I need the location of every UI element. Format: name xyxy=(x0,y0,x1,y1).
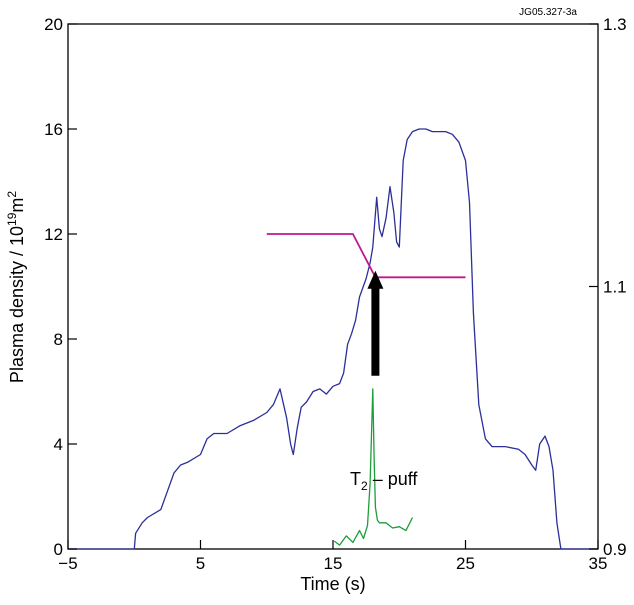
series-layer xyxy=(68,128,598,550)
figure-code: JG05.327-3a xyxy=(519,7,577,18)
y-tick-label: 0 xyxy=(54,540,63,559)
plot-frame xyxy=(67,23,599,550)
right-tick-label: 1.1 xyxy=(603,278,627,297)
arrow-head xyxy=(367,270,384,289)
x-axis-ticks: −5 5 15 25 35 xyxy=(58,540,607,573)
y-axis-title-unit: m xyxy=(7,198,27,213)
annotation-rest: – puff xyxy=(368,469,419,489)
puff-arrow xyxy=(367,270,384,376)
y-tick-label: 8 xyxy=(54,330,63,349)
annotation-subscript: 2 xyxy=(361,479,368,493)
y-axis-title-main: Plasma density / 10 xyxy=(7,226,27,383)
t2-puff-annotation: T2 – puff xyxy=(350,469,418,493)
annotation-main: T xyxy=(350,469,361,489)
series-line-2 xyxy=(266,233,466,279)
y-tick-label: 20 xyxy=(44,15,63,34)
x-tick-label: 35 xyxy=(589,554,608,573)
x-tick-label: 25 xyxy=(456,554,475,573)
x-tick-label: 15 xyxy=(324,554,343,573)
y-tick-label: 12 xyxy=(44,225,63,244)
x-tick-label: −5 xyxy=(58,554,77,573)
series-line-1 xyxy=(68,128,598,550)
y-axis-title: Plasma density / 1019m2 xyxy=(5,191,27,383)
series-line-3 xyxy=(333,388,414,546)
y-axis-title-exp1: 19 xyxy=(5,212,19,226)
y-tick-label: 4 xyxy=(54,435,63,454)
y-axis-title-exp2: 2 xyxy=(5,191,19,198)
y-axis-ticks: 0 4 8 12 16 20 xyxy=(44,15,77,559)
x-tick-label: 5 xyxy=(196,554,205,573)
right-tick-label: 0.9 xyxy=(603,540,627,559)
right-tick-label: 1.3 xyxy=(603,15,627,34)
right-axis-ticks: 0.9 1.1 1.3 xyxy=(589,15,627,559)
x-axis-title: Time (s) xyxy=(300,574,365,594)
y-tick-label: 16 xyxy=(44,120,63,139)
arrow-shaft xyxy=(371,287,380,376)
